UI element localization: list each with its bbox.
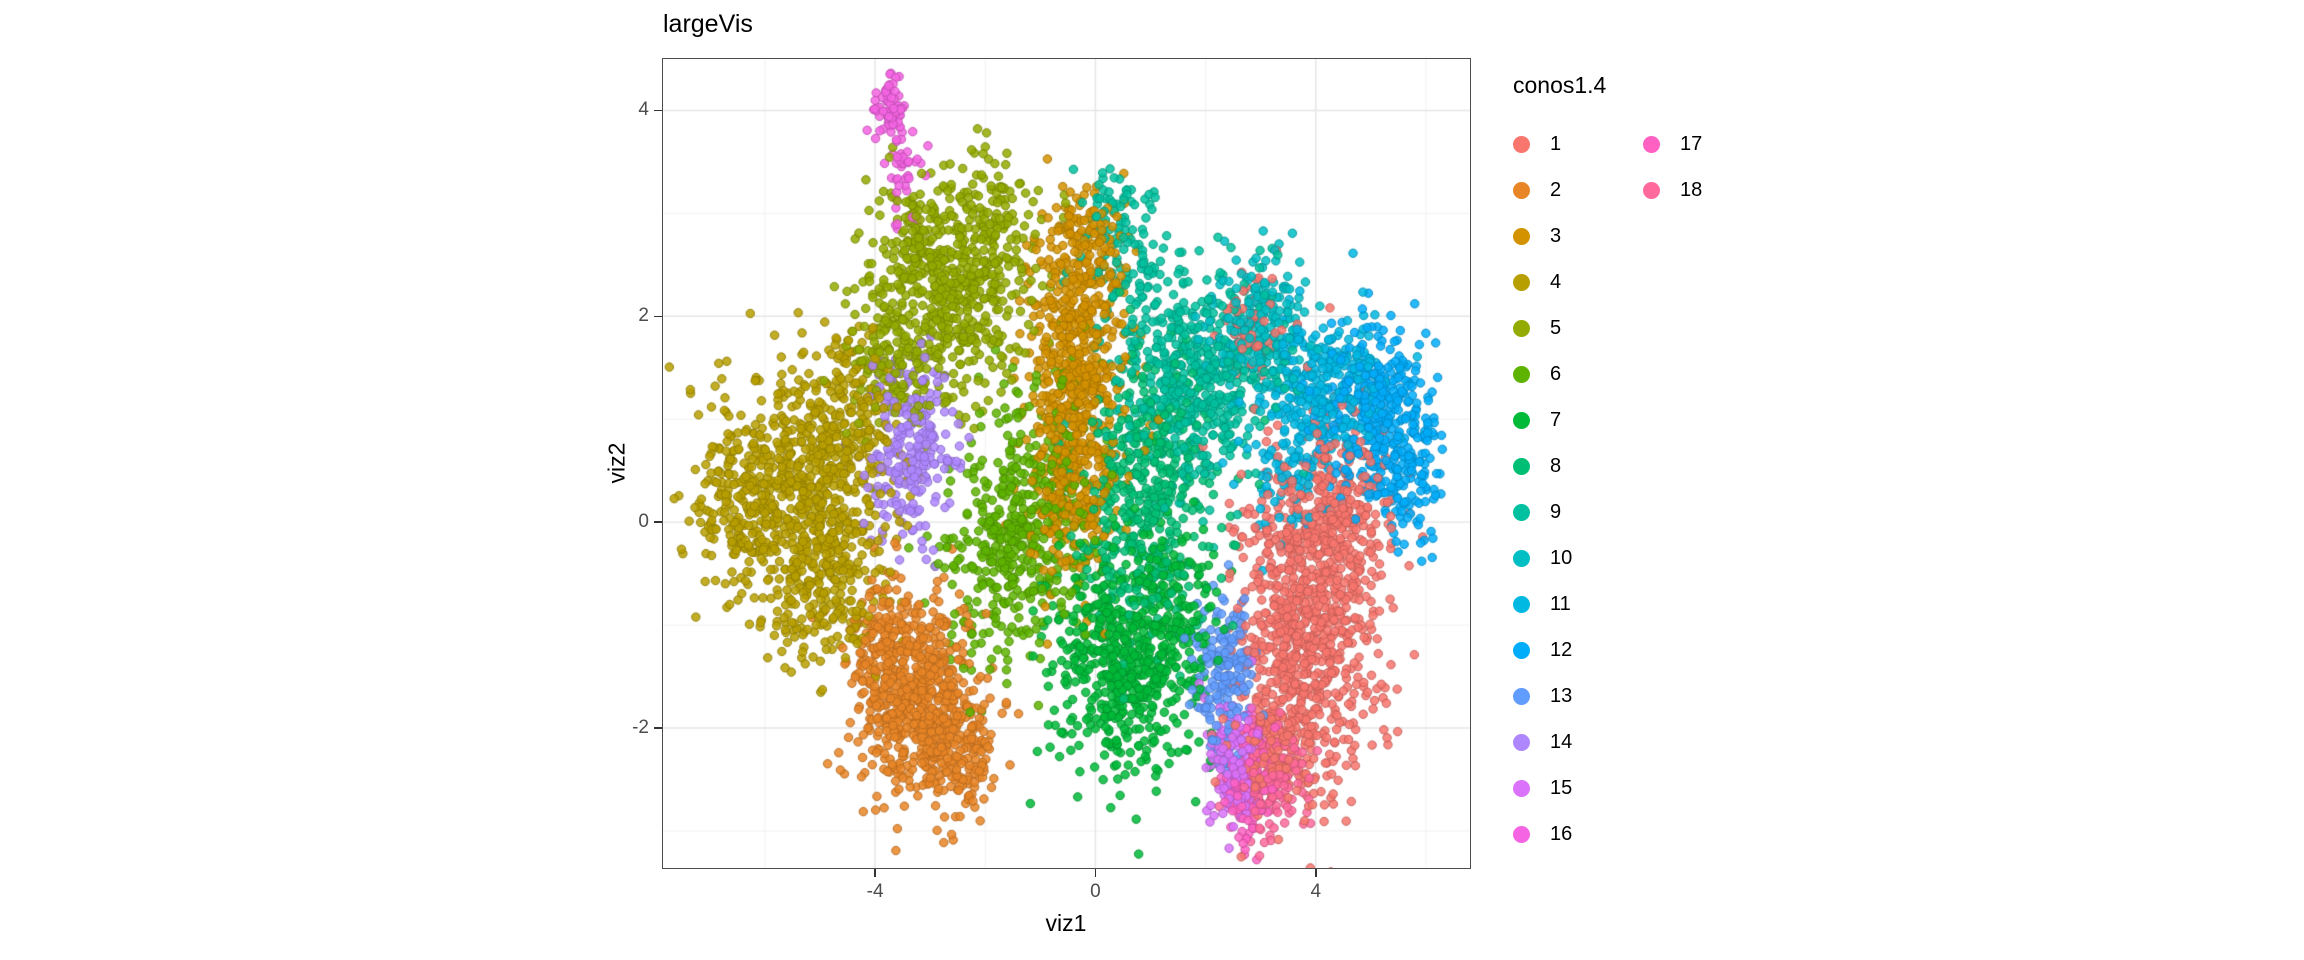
x-axis-title: viz1 bbox=[1045, 910, 1087, 936]
legend-swatch bbox=[1513, 641, 1530, 659]
legend-label: 6 bbox=[1550, 363, 1562, 385]
legend-column: 1 2 3 4 5 6 7 8 9 10 11 12 13 14 15 16 bbox=[1513, 121, 1605, 857]
y-tick-label: -2 bbox=[632, 717, 649, 739]
legend-columns: 1 2 3 4 5 6 7 8 9 10 11 12 13 14 15 16 17 18 bbox=[1513, 121, 1735, 857]
legend-title: conos1.4 bbox=[1513, 72, 1607, 98]
legend-label: 15 bbox=[1550, 777, 1573, 799]
x-tick-label: 0 bbox=[1090, 881, 1101, 902]
legend-item: 10 bbox=[1513, 535, 1605, 581]
legend-item: 18 bbox=[1643, 167, 1735, 213]
legend-swatch bbox=[1513, 181, 1530, 199]
legend-swatch bbox=[1643, 181, 1660, 199]
x-tick-mark bbox=[1094, 869, 1097, 877]
legend-swatch bbox=[1643, 135, 1660, 153]
legend-label: 1 bbox=[1550, 133, 1562, 155]
legend-label: 10 bbox=[1550, 547, 1573, 569]
legend-swatch bbox=[1513, 457, 1530, 475]
y-tick-label: 2 bbox=[638, 305, 649, 327]
legend-swatch bbox=[1513, 779, 1530, 797]
y-tick-mark bbox=[654, 521, 662, 523]
plot-canvas bbox=[663, 59, 1470, 868]
x-tick-mark bbox=[1315, 869, 1317, 877]
legend-item: 12 bbox=[1513, 627, 1605, 673]
legend-label: 18 bbox=[1680, 179, 1703, 201]
legend-swatch bbox=[1513, 365, 1530, 383]
x-tick-label: 4 bbox=[1310, 881, 1322, 902]
x-tick-label: -4 bbox=[866, 881, 884, 902]
legend-swatch bbox=[1513, 135, 1530, 153]
y-tick-label: 0 bbox=[638, 511, 649, 533]
y-tick-mark bbox=[654, 315, 662, 318]
legend-swatch bbox=[1513, 825, 1530, 843]
legend-swatch bbox=[1513, 733, 1530, 751]
legend-label: 5 bbox=[1550, 317, 1562, 339]
legend-label: 16 bbox=[1550, 823, 1573, 845]
legend-column: 17 18 bbox=[1643, 121, 1735, 213]
y-tick-mark bbox=[654, 109, 662, 112]
plot-panel bbox=[662, 58, 1471, 869]
legend-item: 14 bbox=[1513, 719, 1605, 765]
legend-item: 7 bbox=[1513, 397, 1605, 443]
legend-swatch bbox=[1513, 411, 1530, 429]
y-axis-title: viz2 bbox=[603, 442, 630, 484]
legend-item: 9 bbox=[1513, 489, 1605, 535]
legend-label: 14 bbox=[1550, 731, 1573, 753]
legend-swatch bbox=[1513, 549, 1530, 567]
legend-label: 9 bbox=[1550, 501, 1562, 523]
legend-item: 17 bbox=[1643, 121, 1735, 167]
legend-swatch bbox=[1513, 595, 1530, 613]
legend-label: 7 bbox=[1550, 409, 1562, 431]
chart-title: largeVis bbox=[663, 10, 753, 38]
legend-item: 13 bbox=[1513, 673, 1605, 719]
x-tick-mark bbox=[874, 869, 876, 877]
legend-label: 2 bbox=[1550, 179, 1562, 201]
legend-item: 6 bbox=[1513, 351, 1605, 397]
legend-label: 11 bbox=[1550, 593, 1571, 615]
legend-swatch bbox=[1513, 687, 1530, 705]
legend-swatch bbox=[1513, 319, 1530, 337]
y-tick-label: 4 bbox=[638, 99, 649, 121]
legend-item: 2 bbox=[1513, 167, 1605, 213]
legend-label: 8 bbox=[1550, 455, 1562, 477]
legend-item: 5 bbox=[1513, 305, 1605, 351]
legend-label: 12 bbox=[1550, 639, 1573, 661]
legend-item: 4 bbox=[1513, 259, 1605, 305]
legend-label: 17 bbox=[1680, 133, 1703, 155]
legend-label: 4 bbox=[1550, 271, 1562, 293]
legend: conos1.4 1 2 3 4 5 6 7 8 9 10 11 12 13 14 15 16 17 18 bbox=[1513, 72, 1735, 857]
legend-swatch bbox=[1513, 273, 1530, 291]
y-tick-mark bbox=[654, 727, 662, 729]
legend-item: 3 bbox=[1513, 213, 1605, 259]
legend-item: 15 bbox=[1513, 765, 1605, 811]
legend-item: 1 bbox=[1513, 121, 1605, 167]
legend-item: 16 bbox=[1513, 811, 1605, 857]
legend-swatch bbox=[1513, 503, 1530, 521]
legend-swatch bbox=[1513, 227, 1530, 245]
legend-item: 11 bbox=[1513, 581, 1605, 627]
legend-label: 3 bbox=[1550, 225, 1562, 247]
legend-item: 8 bbox=[1513, 443, 1605, 489]
legend-label: 13 bbox=[1550, 685, 1573, 707]
